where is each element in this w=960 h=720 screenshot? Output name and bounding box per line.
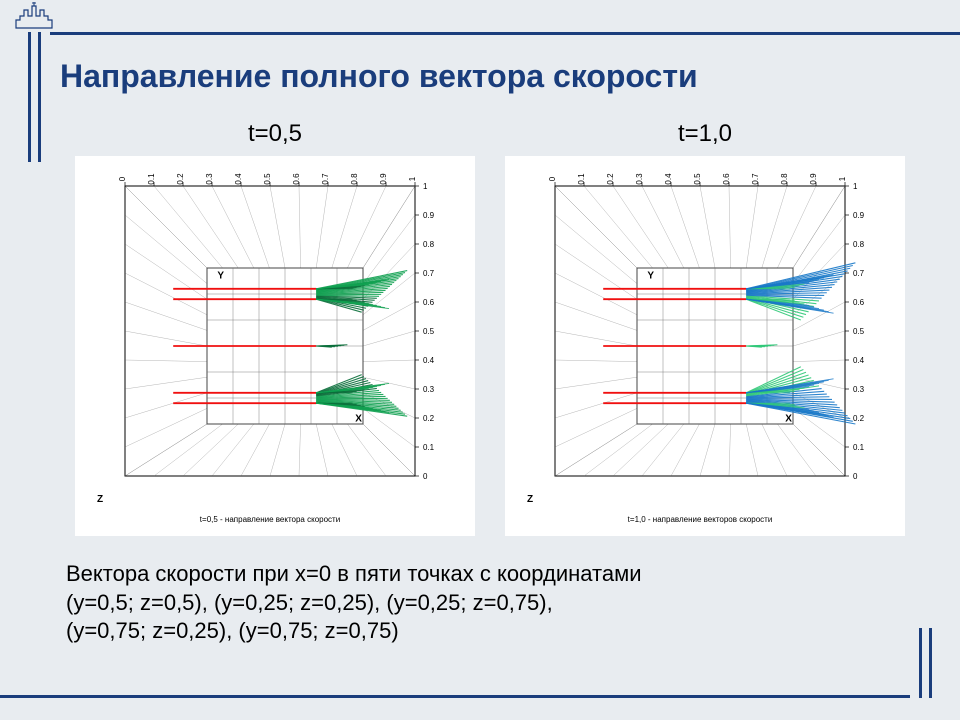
svg-text:0: 0 xyxy=(853,472,858,481)
frame-left-1 xyxy=(28,32,31,162)
svg-text:0.4: 0.4 xyxy=(664,173,673,185)
svg-text:0.7: 0.7 xyxy=(751,173,760,185)
svg-text:0.9: 0.9 xyxy=(379,173,388,185)
svg-text:0.3: 0.3 xyxy=(635,173,644,185)
svg-text:0.5: 0.5 xyxy=(263,173,272,185)
chart-left: 0 0 0.1 0.1 0.2 0.2 0.3 0.3 0.4 0.4 0.5 0.5 0.6 0.6 0.… xyxy=(75,156,475,536)
chart-left-label: t=0,5 xyxy=(248,120,302,148)
svg-text:0.6: 0.6 xyxy=(853,298,865,307)
caption: Вектора скорости при x=0 в пяти точках с… xyxy=(66,560,900,646)
caption-l3: (y=0,75; z=0,25), (y=0,75; z=0,75) xyxy=(66,618,399,643)
svg-text:0.9: 0.9 xyxy=(423,211,435,220)
frame-right-2 xyxy=(919,628,922,698)
svg-text:0.3: 0.3 xyxy=(423,385,435,394)
svg-text:0.7: 0.7 xyxy=(423,269,435,278)
chart-right-label: t=1,0 xyxy=(678,120,732,148)
svg-text:0.6: 0.6 xyxy=(722,173,731,185)
svg-text:0.2: 0.2 xyxy=(606,173,615,185)
svg-text:0.2: 0.2 xyxy=(853,414,865,423)
svg-text:0.3: 0.3 xyxy=(853,385,865,394)
svg-text:0.1: 0.1 xyxy=(423,443,435,452)
svg-text:0.1: 0.1 xyxy=(853,443,865,452)
svg-text:Y: Y xyxy=(647,270,654,281)
svg-text:0.8: 0.8 xyxy=(423,240,435,249)
svg-text:0.6: 0.6 xyxy=(292,173,301,185)
svg-text:t=0,5 - направление вектора ск: t=0,5 - направление вектора скорости xyxy=(200,515,340,524)
svg-text:0.5: 0.5 xyxy=(423,327,435,336)
chart-left-col: t=0,5 0 0 0.1 0.1 0.2 0.2 0.3 0.3 0.4 0.4 0.5 0.5 0.… xyxy=(75,120,475,536)
svg-text:0.7: 0.7 xyxy=(853,269,865,278)
svg-text:1: 1 xyxy=(423,182,428,191)
svg-text:t=1,0 - направление векторов с: t=1,0 - направление векторов скорости xyxy=(628,515,773,524)
svg-text:0.2: 0.2 xyxy=(176,173,185,185)
svg-text:Z: Z xyxy=(527,494,533,505)
svg-text:0.4: 0.4 xyxy=(234,173,243,185)
svg-text:0.4: 0.4 xyxy=(423,356,435,365)
svg-text:0.6: 0.6 xyxy=(423,298,435,307)
svg-text:0.2: 0.2 xyxy=(423,414,435,423)
frame-top xyxy=(50,32,960,35)
svg-text:0.1: 0.1 xyxy=(577,173,586,185)
svg-text:0.5: 0.5 xyxy=(693,173,702,185)
svg-text:0.4: 0.4 xyxy=(853,356,865,365)
svg-text:0.1: 0.1 xyxy=(147,173,156,185)
svg-text:0.8: 0.8 xyxy=(780,173,789,185)
svg-text:1: 1 xyxy=(408,176,417,181)
page-title: Направление полного вектора скорости xyxy=(60,58,920,95)
chart-right-col: t=1,0 0 0 0.1 0.1 0.2 0.2 0.3 0.3 0.4 0.4 0.5 0.5 0.… xyxy=(505,120,905,536)
svg-text:0.8: 0.8 xyxy=(853,240,865,249)
svg-text:0.8: 0.8 xyxy=(350,173,359,185)
caption-l1: Вектора скорости при x=0 в пяти точках с… xyxy=(66,561,642,586)
svg-text:1: 1 xyxy=(838,176,847,181)
svg-text:0.5: 0.5 xyxy=(853,327,865,336)
svg-text:0.3: 0.3 xyxy=(205,173,214,185)
frame-left-2 xyxy=(38,32,41,162)
svg-text:Z: Z xyxy=(97,494,103,505)
svg-text:0.9: 0.9 xyxy=(853,211,865,220)
caption-l2: (y=0,5; z=0,5), (y=0,25; z=0,25), (y=0,2… xyxy=(66,590,553,615)
svg-text:0: 0 xyxy=(423,472,428,481)
svg-text:0.9: 0.9 xyxy=(809,173,818,185)
svg-text:1: 1 xyxy=(853,182,858,191)
svg-text:0: 0 xyxy=(548,176,557,181)
svg-text:Y: Y xyxy=(217,270,224,281)
frame-right-1 xyxy=(929,628,932,698)
svg-text:0: 0 xyxy=(118,176,127,181)
svg-text:0.7: 0.7 xyxy=(321,173,330,185)
svg-text:X: X xyxy=(785,413,792,424)
frame-bottom xyxy=(0,695,910,698)
charts-row: t=0,5 0 0 0.1 0.1 0.2 0.2 0.3 0.3 0.4 0.4 0.5 0.5 0.… xyxy=(60,120,920,536)
chart-right: 0 0 0.1 0.1 0.2 0.2 0.3 0.3 0.4 0.4 0.5 0.5 0.6 0.6 0.… xyxy=(505,156,905,536)
svg-text:X: X xyxy=(355,413,362,424)
msu-logo xyxy=(14,2,54,30)
